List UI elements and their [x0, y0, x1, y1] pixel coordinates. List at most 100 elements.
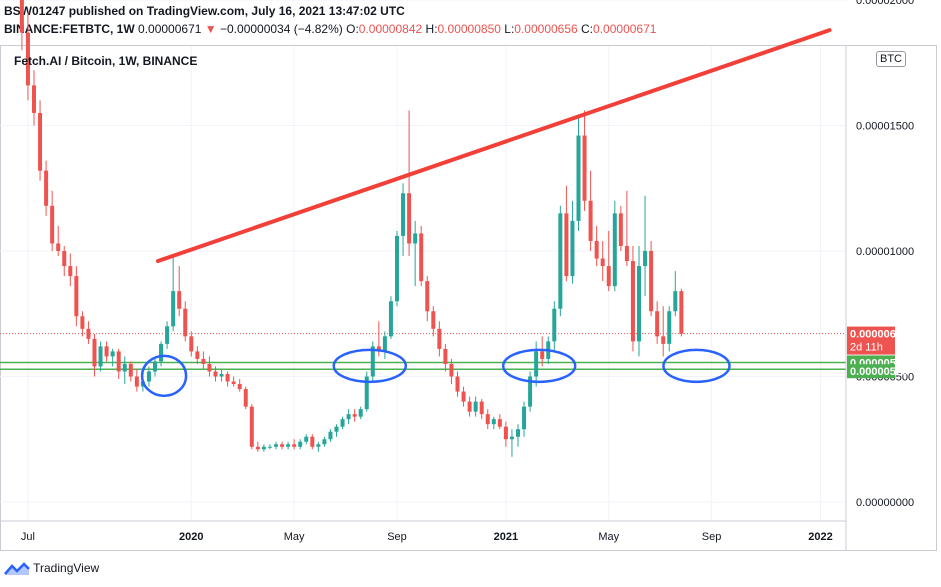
candle[interactable]	[92, 333, 97, 377]
highlight-circle[interactable]	[140, 354, 188, 398]
candle[interactable]	[509, 429, 514, 457]
candle[interactable]	[201, 351, 206, 369]
candle[interactable]	[425, 276, 430, 322]
candle[interactable]	[219, 368, 224, 382]
candle[interactable]	[497, 414, 502, 430]
chart-frame[interactable]	[0, 45, 937, 551]
candle[interactable]	[594, 225, 599, 267]
candle[interactable]	[86, 321, 91, 344]
candle[interactable]	[667, 306, 672, 352]
candle[interactable]	[395, 230, 399, 307]
candle[interactable]	[346, 409, 351, 425]
candle[interactable]	[534, 341, 539, 387]
candle[interactable]	[522, 401, 527, 437]
candle[interactable]	[56, 225, 61, 257]
candle[interactable]	[38, 100, 43, 181]
candle[interactable]	[146, 366, 151, 387]
candle[interactable]	[364, 371, 369, 412]
candle[interactable]	[552, 301, 557, 352]
candle[interactable]	[267, 444, 272, 450]
candle[interactable]	[649, 240, 654, 317]
candle[interactable]	[328, 429, 333, 442]
candle[interactable]	[80, 311, 85, 337]
candle[interactable]	[558, 205, 563, 317]
candle[interactable]	[98, 341, 103, 372]
tradingview-logo[interactable]: TradingView	[4, 561, 99, 576]
candle[interactable]	[261, 444, 266, 452]
candle[interactable]	[431, 306, 436, 337]
candle[interactable]	[485, 409, 490, 430]
candle[interactable]	[612, 200, 617, 292]
candle[interactable]	[503, 421, 508, 447]
candle[interactable]	[19, 0, 24, 51]
candle[interactable]	[528, 371, 533, 412]
candle[interactable]	[116, 348, 121, 380]
candle[interactable]	[189, 331, 194, 357]
candle[interactable]	[576, 115, 581, 231]
candle[interactable]	[564, 185, 569, 282]
candle[interactable]	[304, 434, 309, 445]
candle[interactable]	[237, 379, 242, 392]
candle[interactable]	[292, 439, 297, 450]
candle[interactable]	[110, 348, 115, 367]
candle[interactable]	[225, 371, 230, 387]
candle[interactable]	[122, 356, 127, 385]
candle[interactable]	[643, 195, 648, 297]
candle[interactable]	[183, 301, 188, 342]
candle[interactable]	[370, 341, 375, 382]
candle[interactable]	[286, 441, 291, 450]
candle[interactable]	[358, 406, 363, 420]
candle[interactable]	[491, 416, 496, 430]
candle[interactable]	[177, 266, 182, 317]
candle[interactable]	[25, 12, 30, 101]
candle[interactable]	[165, 321, 170, 349]
candle[interactable]	[322, 436, 327, 447]
candle[interactable]	[44, 160, 49, 216]
candle[interactable]	[443, 343, 448, 372]
candle[interactable]	[600, 240, 605, 282]
candle[interactable]	[352, 409, 357, 422]
candle[interactable]	[618, 205, 623, 251]
candle[interactable]	[624, 190, 629, 267]
candle[interactable]	[334, 424, 339, 437]
candle[interactable]	[606, 230, 611, 292]
candle[interactable]	[171, 256, 176, 332]
candle[interactable]	[340, 416, 345, 430]
highlight-circle[interactable]	[662, 348, 731, 384]
candle[interactable]	[401, 183, 406, 257]
candle[interactable]	[134, 368, 139, 392]
candle[interactable]	[298, 439, 303, 450]
candle[interactable]	[128, 361, 133, 382]
candle[interactable]	[255, 441, 260, 452]
candle[interactable]	[231, 376, 236, 387]
candle[interactable]	[249, 404, 254, 450]
candle[interactable]	[516, 424, 520, 447]
candle[interactable]	[207, 356, 212, 377]
candle[interactable]	[32, 70, 36, 126]
candle[interactable]	[310, 434, 315, 450]
candle[interactable]	[280, 441, 285, 450]
candle[interactable]	[274, 441, 278, 450]
currency-badge[interactable]: BTC	[876, 51, 906, 67]
candle[interactable]	[588, 170, 593, 251]
candle[interactable]	[570, 200, 575, 284]
highlight-circle[interactable]	[332, 348, 408, 384]
trendline[interactable]	[156, 28, 832, 264]
candle[interactable]	[437, 321, 442, 357]
candle[interactable]	[50, 190, 55, 251]
candle[interactable]	[413, 220, 418, 287]
candle[interactable]	[407, 110, 412, 257]
candle[interactable]	[630, 245, 635, 352]
candle[interactable]	[419, 225, 424, 287]
candle[interactable]	[68, 253, 73, 287]
candle[interactable]	[62, 245, 67, 277]
candle[interactable]	[74, 266, 79, 327]
candle[interactable]	[473, 396, 478, 417]
candle[interactable]	[213, 366, 218, 382]
candle[interactable]	[388, 296, 393, 339]
candle[interactable]	[382, 331, 387, 359]
candle[interactable]	[159, 341, 164, 367]
candle[interactable]	[243, 386, 248, 410]
candle[interactable]	[467, 396, 472, 417]
